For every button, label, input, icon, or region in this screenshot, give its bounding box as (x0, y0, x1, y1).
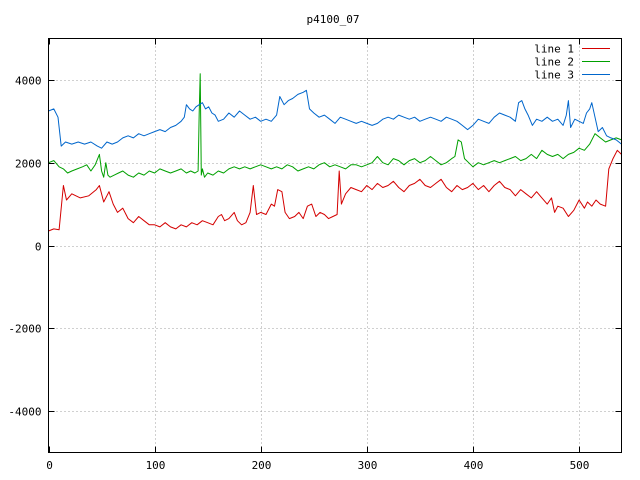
legend-label: line 1 (534, 43, 574, 56)
plot-frame (48, 38, 622, 453)
x-tick-label: 200 (252, 459, 272, 472)
legend-label: line 3 (534, 69, 574, 82)
x-tick-label: 0 (46, 459, 53, 472)
x-tick-label: 400 (464, 459, 484, 472)
series-line-1 (48, 149, 622, 232)
axis-ticks: 0 100 200 300 400 500 -4000 -2000 0 2000 4000 (8, 38, 622, 472)
x-tick-label: 500 (570, 459, 590, 472)
y-tick-label: 4000 (15, 75, 42, 88)
legend-label: line 2 (534, 56, 574, 69)
series-line-2 (48, 73, 622, 178)
grid-lines (48, 38, 622, 453)
x-tick-label: 300 (358, 459, 378, 472)
y-tick-label: -2000 (8, 323, 41, 336)
y-tick-label: -4000 (8, 406, 41, 419)
x-tick-label: 100 (146, 459, 166, 472)
series-lines (48, 73, 622, 232)
y-tick-label: 0 (35, 241, 42, 254)
chart-title: p4100_07 (307, 13, 360, 26)
y-tick-label: 2000 (15, 158, 42, 171)
series-line-3 (48, 89, 622, 149)
